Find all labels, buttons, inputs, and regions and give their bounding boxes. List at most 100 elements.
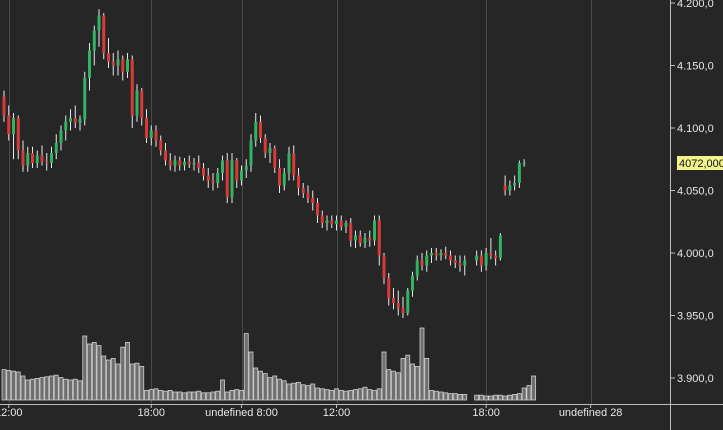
volume-bar	[253, 367, 259, 401]
candle	[489, 238, 493, 260]
volume-bar	[433, 390, 439, 401]
x-tick-label: undefined 28	[559, 407, 623, 419]
volume-bar	[11, 370, 16, 401]
candle-body	[273, 148, 277, 168]
candle-body	[354, 235, 357, 241]
candle-body	[479, 255, 483, 266]
candle	[183, 158, 186, 171]
volume-bar	[262, 373, 268, 401]
candle-body	[411, 275, 414, 291]
candle-body	[449, 255, 452, 261]
volume-bar	[438, 391, 444, 401]
candle	[88, 43, 91, 91]
candle-body	[159, 140, 163, 151]
candle	[121, 55, 125, 81]
candle	[339, 215, 343, 231]
candle-body	[211, 180, 215, 183]
volume-bar	[1, 369, 7, 401]
volume-bar	[177, 391, 183, 401]
candle	[358, 230, 362, 247]
candle	[297, 168, 300, 196]
volume-bar	[220, 379, 225, 401]
candle-body	[311, 198, 315, 203]
volume-bar	[512, 393, 518, 401]
candle	[97, 9, 101, 47]
candle	[287, 146, 291, 181]
candle-body	[282, 173, 286, 186]
candle	[35, 150, 39, 168]
candle	[368, 230, 372, 247]
volume-bar	[305, 385, 311, 401]
candle-body	[489, 253, 493, 256]
candle-body	[425, 255, 429, 266]
candle	[240, 165, 243, 186]
candle-body	[420, 260, 424, 266]
candle-body	[140, 90, 144, 118]
candle-body	[475, 255, 479, 261]
candle-body	[92, 30, 96, 51]
x-tick-label: undefined 8:00	[205, 407, 278, 419]
candle-body	[484, 253, 488, 266]
volume-bar	[234, 389, 240, 401]
candle-body	[21, 150, 25, 166]
candle	[278, 159, 281, 193]
volume-bar	[110, 357, 116, 401]
volume-bar	[201, 392, 206, 401]
candle-body	[69, 118, 72, 122]
volume-bar	[267, 377, 273, 401]
candle	[92, 25, 96, 66]
candle	[503, 175, 507, 196]
candle-body	[494, 255, 498, 258]
volume-bar	[115, 363, 121, 401]
candle	[69, 109, 72, 131]
candle	[16, 115, 20, 160]
candle	[31, 146, 34, 168]
volume-bar	[391, 370, 396, 401]
volume-bar	[410, 363, 415, 401]
volume-bar	[91, 341, 97, 401]
volume-bar	[106, 359, 111, 401]
candle	[216, 168, 220, 188]
candle	[64, 115, 68, 141]
candle-body	[130, 59, 134, 116]
candle	[59, 125, 63, 151]
volume-bar	[44, 376, 50, 401]
x-tick-label: 18:00	[472, 407, 500, 419]
y-tick-label: 3.950,0	[677, 311, 714, 323]
candle-body	[401, 308, 405, 313]
candle-body	[45, 161, 49, 163]
candle-body	[121, 59, 125, 72]
candle	[154, 125, 158, 147]
candle-body	[508, 185, 512, 191]
volume-bar	[334, 388, 339, 401]
candle-body	[240, 170, 243, 181]
candle-body	[149, 130, 153, 138]
candle-body	[513, 183, 517, 186]
candle-body	[102, 15, 106, 53]
volume-bar	[167, 389, 173, 401]
candle-body	[249, 140, 253, 166]
candle-body	[254, 121, 258, 141]
volume-bar	[134, 362, 140, 401]
y-axis: 3.900,0 3.950,0 4.000,0 4.050,0 4.100,0 4.150…	[670, 0, 714, 430]
volume-bar	[87, 343, 92, 401]
candle	[325, 215, 329, 231]
candle	[363, 233, 367, 248]
volume-bar	[457, 393, 463, 401]
candles	[2, 9, 526, 318]
candle	[12, 113, 15, 160]
candle-body	[2, 96, 6, 116]
candle	[306, 185, 310, 203]
volume-bar	[507, 394, 513, 401]
volume-bar	[243, 333, 249, 401]
candle-body	[377, 220, 381, 256]
candle	[21, 140, 25, 172]
candle	[484, 248, 488, 271]
volume-bar	[144, 389, 149, 401]
candle	[2, 90, 6, 122]
candle-body	[316, 203, 319, 216]
volume-bar	[158, 389, 164, 401]
volume-bar	[497, 394, 503, 401]
candle-body	[116, 59, 120, 66]
candle-body	[363, 238, 367, 243]
